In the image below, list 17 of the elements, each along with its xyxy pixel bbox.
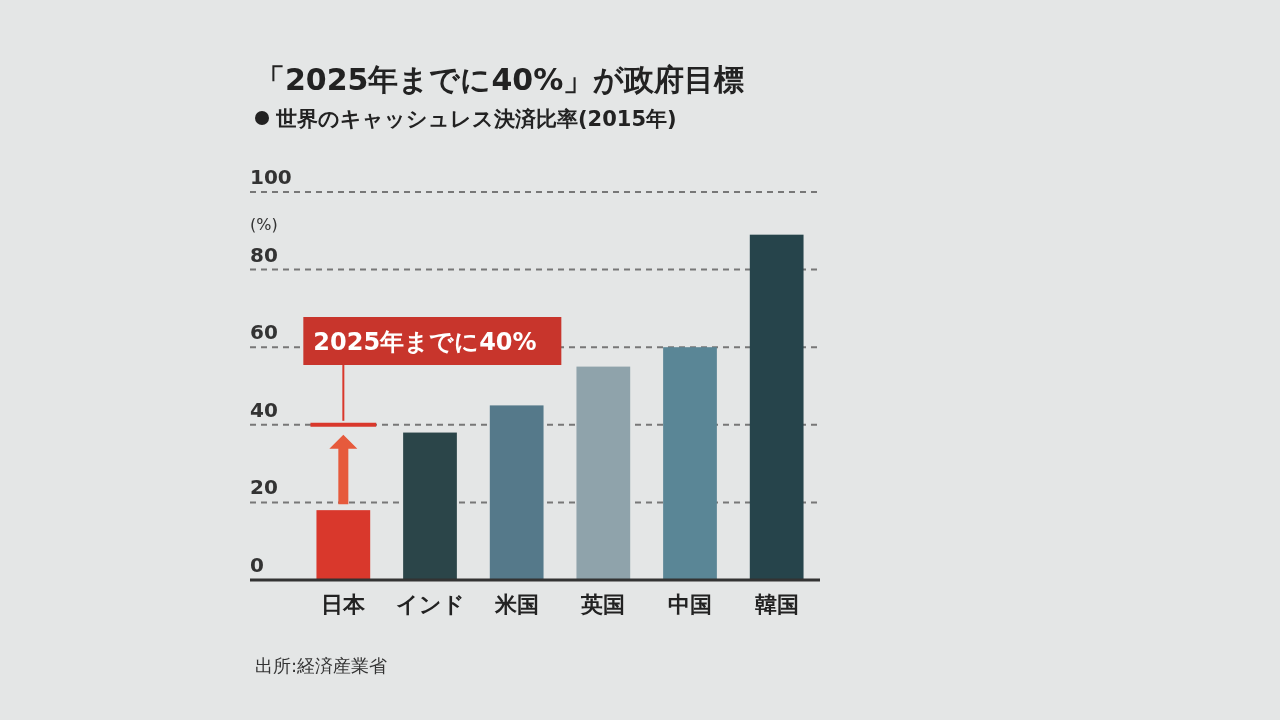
ref-line-label: 2025年までに40% xyxy=(313,328,537,356)
y-tick-label: 80 xyxy=(250,242,278,267)
x-tick-label: 米国 xyxy=(493,592,539,617)
x-tick-label: 韓国 xyxy=(754,592,799,617)
y-tick-label: 0 xyxy=(250,553,264,577)
y-tick-label: 40 xyxy=(250,397,278,422)
y-tick-label: 60 xyxy=(250,320,278,345)
x-tick-label: 英国 xyxy=(580,592,626,617)
x-tick-label: インド xyxy=(395,592,465,617)
x-tick-label: 日本 xyxy=(321,592,367,617)
y-tick-label: 20 xyxy=(250,475,278,500)
text: 出所:経済産業省 xyxy=(255,655,388,676)
y-tick-label: 100 xyxy=(250,165,292,189)
chart-title: 「2025年までに40%」が政府目標 xyxy=(255,62,745,97)
chart-subtitle: 世界のキャッシュレス決済比率(2015年) xyxy=(275,107,677,131)
x-tick-label: 中国 xyxy=(668,592,712,617)
y-axis-title: (%) xyxy=(250,215,278,234)
